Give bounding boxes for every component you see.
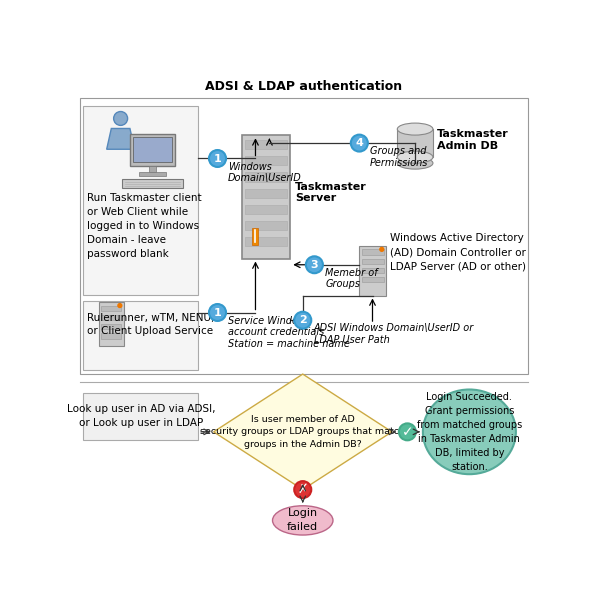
Bar xyxy=(246,189,287,198)
Text: Run Taskmaster client
or Web Client while
logged in to Windows
Domain - leave
pa: Run Taskmaster client or Web Client whil… xyxy=(87,193,201,259)
Text: Taskmaster
Server: Taskmaster Server xyxy=(295,181,366,203)
Text: Login Succeeded.
Grant permissions
from matched groups
in Taskmaster Admin
DB, l: Login Succeeded. Grant permissions from … xyxy=(417,392,522,472)
Text: Groups and
Permissions: Groups and Permissions xyxy=(370,146,429,168)
Bar xyxy=(101,315,122,320)
Bar xyxy=(251,228,258,245)
Bar xyxy=(243,135,291,258)
Bar xyxy=(362,277,384,282)
Circle shape xyxy=(380,247,384,252)
Bar xyxy=(246,205,287,214)
Text: Is user member of AD
security groups or LDAP groups that match
groups in the Adm: Is user member of AD security groups or … xyxy=(200,415,405,449)
Circle shape xyxy=(114,111,127,125)
Text: 1: 1 xyxy=(213,308,221,317)
Text: Rulerunner, wTM, NENU,
or Client Upload Service: Rulerunner, wTM, NENU, or Client Upload … xyxy=(87,312,214,336)
Text: Look up user in AD via ADSI,
or Look up user in LDAP: Look up user in AD via ADSI, or Look up … xyxy=(66,405,215,429)
Text: ✓: ✓ xyxy=(401,425,413,439)
Ellipse shape xyxy=(423,389,516,474)
Circle shape xyxy=(294,481,311,498)
Circle shape xyxy=(209,150,226,167)
Ellipse shape xyxy=(397,151,433,163)
Bar xyxy=(99,302,124,346)
Text: Login
failed: Login failed xyxy=(287,509,318,533)
Bar xyxy=(148,166,157,172)
Text: 4: 4 xyxy=(355,138,364,148)
Text: 3: 3 xyxy=(311,260,318,270)
Circle shape xyxy=(351,135,368,151)
Ellipse shape xyxy=(273,506,333,535)
Bar xyxy=(397,129,433,157)
Text: Windows Active Directory
(AD) Domain Controller or
LDAP Server (AD or other): Windows Active Directory (AD) Domain Con… xyxy=(390,233,525,271)
Bar xyxy=(84,301,198,370)
Bar xyxy=(133,137,172,162)
Polygon shape xyxy=(213,374,392,490)
Circle shape xyxy=(209,304,226,321)
Bar xyxy=(246,172,287,181)
Text: Service Windows
account credentials
Station = machine name: Service Windows account credentials Stat… xyxy=(228,315,349,349)
Text: Windows
Domain\UserID: Windows Domain\UserID xyxy=(228,162,301,183)
Bar xyxy=(84,106,198,295)
Text: ADSI Windows Domain\UserID or
LDAP User Path: ADSI Windows Domain\UserID or LDAP User … xyxy=(314,323,474,345)
Bar xyxy=(101,306,122,311)
Bar xyxy=(80,98,528,374)
Bar xyxy=(122,178,183,188)
Bar xyxy=(84,394,198,440)
Polygon shape xyxy=(107,129,135,149)
Text: ✗: ✗ xyxy=(298,483,308,496)
Circle shape xyxy=(294,312,311,328)
Bar xyxy=(246,140,287,149)
Circle shape xyxy=(118,304,122,308)
Ellipse shape xyxy=(397,157,433,169)
Bar xyxy=(359,245,387,296)
Bar xyxy=(101,324,122,330)
Bar xyxy=(101,333,122,339)
Text: ADSI & LDAP authentication: ADSI & LDAP authentication xyxy=(205,79,402,93)
Bar xyxy=(246,221,287,230)
Bar xyxy=(362,268,384,273)
Ellipse shape xyxy=(397,123,433,135)
Bar xyxy=(246,237,287,246)
Bar xyxy=(139,172,165,177)
Text: 2: 2 xyxy=(299,315,307,325)
Bar xyxy=(362,249,384,255)
Bar xyxy=(130,134,175,166)
Circle shape xyxy=(399,423,416,440)
Text: Memebr of
Groups: Memebr of Groups xyxy=(325,268,378,290)
Text: Taskmaster
Admin DB: Taskmaster Admin DB xyxy=(437,129,509,151)
Circle shape xyxy=(306,256,323,273)
Bar xyxy=(246,156,287,165)
Bar xyxy=(362,258,384,264)
Text: 1: 1 xyxy=(213,154,221,164)
